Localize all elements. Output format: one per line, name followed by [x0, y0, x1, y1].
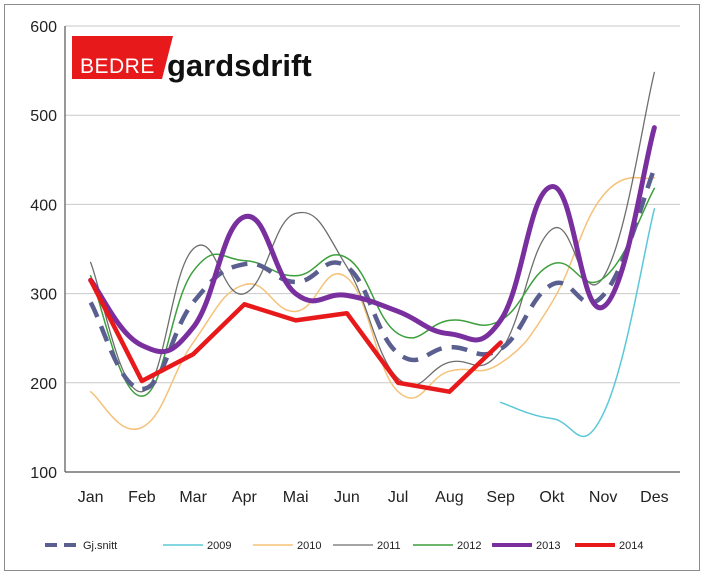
series-line-2009	[499, 208, 656, 438]
y-tick-label: 300	[30, 287, 57, 304]
x-tick-label: Okt	[539, 489, 564, 506]
x-tick-label: Sep	[486, 489, 515, 506]
logo-red-box	[72, 36, 173, 79]
legend-label-2011: 2011	[377, 540, 401, 552]
legend-label-2009: 2009	[207, 540, 231, 552]
legend-label-2012: 2012	[457, 540, 481, 552]
x-tick-label: Mar	[179, 489, 207, 506]
bedre-gardsdrift-logo: BEDRE gardsdrift	[72, 36, 312, 83]
x-tick-label: Jul	[388, 489, 408, 506]
y-axis-ticks: 100 200 300 400 500 600	[30, 19, 57, 482]
series-lines	[88, 71, 657, 438]
series-line-2010	[89, 176, 656, 430]
x-tick-label: Jan	[78, 489, 104, 506]
x-tick-label: Mai	[283, 489, 309, 506]
y-tick-label: 500	[30, 108, 57, 125]
x-tick-label: Apr	[232, 489, 258, 506]
legend-label-2010: 2010	[297, 540, 321, 552]
x-tick-label: Aug	[435, 489, 463, 506]
y-tick-label: 200	[30, 376, 57, 393]
legend-label-gj-snitt: Gj.snitt	[83, 540, 117, 552]
series-line-2014	[88, 277, 503, 394]
x-tick-label: Des	[640, 489, 668, 506]
chart-frame	[4, 4, 700, 571]
logo-gardsdrift-text: gardsdrift	[167, 48, 312, 83]
legend: Gj.snitt 2009 2010 2011 2012 2013 2014	[45, 540, 643, 552]
logo-bedre-text: BEDRE	[80, 55, 155, 78]
y-tick-label: 400	[30, 197, 57, 214]
legend-label-2014: 2014	[619, 540, 643, 552]
series-line-2012	[89, 187, 656, 397]
series-line-gj-snitt	[88, 167, 657, 392]
series-line-2013	[88, 125, 657, 355]
x-axis-ticks: Jan Feb Mar Apr Mai Jun Jul Aug Sep Okt Nov Des	[78, 489, 669, 506]
x-tick-label: Nov	[589, 489, 617, 506]
x-tick-label: Jun	[334, 489, 360, 506]
y-tick-label: 100	[30, 465, 57, 482]
legend-label-2013: 2013	[536, 540, 560, 552]
gridlines	[64, 25, 680, 473]
series-line-2011	[89, 71, 656, 393]
x-tick-label: Feb	[128, 489, 156, 506]
y-tick-label: 600	[30, 19, 57, 36]
